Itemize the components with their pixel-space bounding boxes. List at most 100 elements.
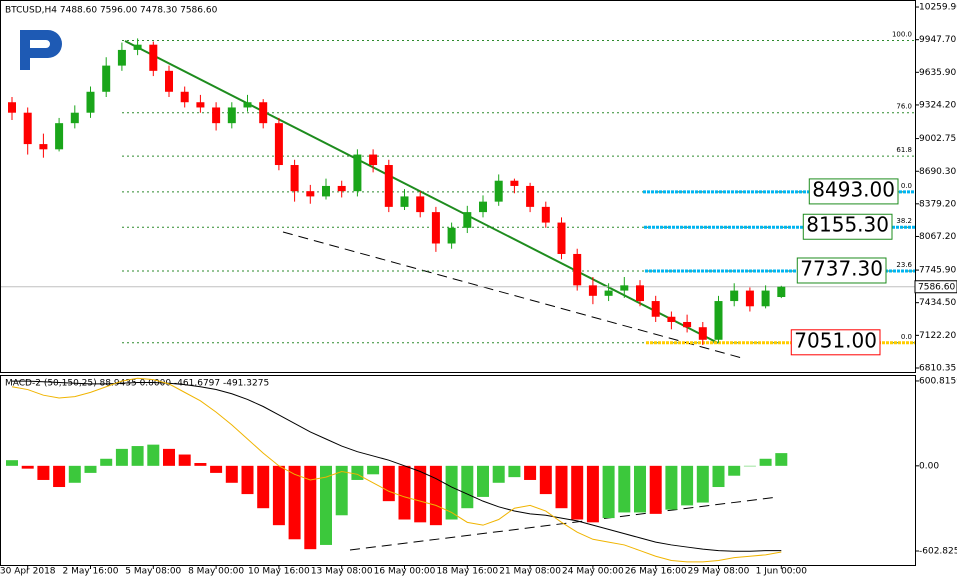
candle-body	[636, 285, 644, 302]
candle-body	[23, 112, 32, 145]
level-name: 23.6	[896, 261, 912, 269]
level-name: 0.0	[901, 333, 912, 341]
x-tick-label: 5 May 08:00	[125, 567, 181, 577]
histogram-bar	[429, 465, 442, 526]
candle-body	[620, 285, 629, 291]
histogram-bar	[351, 465, 364, 480]
candle-body	[306, 191, 315, 197]
candle-body	[290, 165, 299, 192]
y-tick-label: 6810.35	[919, 363, 956, 373]
candle-body	[133, 44, 142, 50]
candle-body	[745, 290, 754, 307]
level-name: 100.0	[892, 30, 912, 38]
histogram-bar	[304, 465, 317, 550]
histogram-bar	[367, 465, 380, 475]
level-name: 38.2	[896, 217, 912, 225]
x-tick-label: 16 May 00:00	[374, 567, 436, 577]
candle-body	[683, 321, 692, 328]
y-tick-label: 7122.20	[919, 331, 956, 341]
level-label-box	[802, 213, 893, 240]
histogram-bar	[634, 465, 646, 513]
histogram-bar	[272, 465, 285, 526]
histogram-bar	[210, 465, 223, 473]
macd-panel	[0, 375, 916, 566]
histogram-bar	[759, 458, 772, 466]
histogram-bar	[21, 465, 34, 469]
candle-body	[651, 301, 660, 317]
price-panel	[0, 0, 916, 373]
histogram-bar	[178, 454, 191, 466]
y-tick-label: 8690.30	[919, 167, 956, 177]
histogram-bar	[398, 465, 411, 520]
histogram-bar	[257, 465, 270, 509]
candle-body	[196, 102, 205, 108]
logo-shape	[20, 30, 62, 70]
histogram-bar	[477, 465, 489, 497]
candle-body	[526, 185, 535, 207]
candle-body	[479, 201, 487, 213]
x-tick-label: 18 May 16:00	[436, 567, 498, 577]
y-tick-label: 9947.70	[919, 35, 956, 45]
histogram-bar	[728, 465, 741, 476]
y-tick-label: 9635.90	[919, 68, 956, 78]
macd-line	[11, 377, 782, 563]
histogram-bar	[649, 465, 662, 514]
logo	[20, 30, 62, 70]
level-label: 7051.00	[794, 328, 877, 352]
candle-body	[243, 102, 252, 108]
candle-body	[604, 290, 613, 296]
candle-body	[70, 112, 79, 124]
level-label-box	[808, 178, 899, 205]
candle-body	[588, 285, 597, 296]
histogram-bar	[571, 465, 584, 520]
histogram-bar	[743, 465, 756, 467]
candle-body	[431, 212, 440, 244]
candle-body	[149, 44, 158, 71]
candle-body	[86, 91, 95, 113]
level-label: 8493.00	[812, 177, 895, 201]
candle-body	[55, 123, 64, 150]
level-box: 8155.30	[802, 213, 893, 240]
candle-body	[274, 123, 283, 166]
histogram-bar	[492, 465, 505, 483]
candle-body	[322, 185, 330, 197]
x-tick-label: 24 May 00:00	[562, 567, 624, 577]
histogram-bar	[335, 465, 348, 516]
level-box: 7737.30	[796, 256, 887, 284]
candle-body	[494, 180, 503, 202]
candle-body	[165, 70, 173, 92]
histogram-bar	[539, 465, 552, 495]
x-tick-label: 26 May 16:00	[625, 567, 687, 577]
histogram-bar	[84, 465, 97, 473]
y-tick-label: 10259.90	[919, 3, 957, 13]
y-tick-label: -602.8253	[919, 546, 957, 556]
candle-body	[557, 222, 566, 254]
candle-body	[117, 49, 126, 66]
candle-body	[698, 327, 707, 340]
histogram-bar	[100, 458, 113, 466]
x-tick-label: 2 May 16:00	[63, 567, 119, 577]
histogram-bar	[602, 465, 615, 519]
histogram-bar	[555, 465, 568, 509]
histogram-bar	[6, 460, 18, 466]
histogram-bar	[445, 465, 458, 520]
x-tick-label: 1 Jun 00:00	[756, 567, 808, 577]
candle-body	[667, 316, 676, 322]
histogram-bar	[194, 463, 207, 466]
candle-body	[337, 185, 346, 192]
y-tick-label: 7434.50	[919, 298, 956, 308]
candle-body	[353, 154, 362, 192]
candle-body	[777, 286, 786, 298]
histogram-bar	[225, 465, 238, 483]
candle-body	[259, 102, 268, 124]
histogram-bar	[681, 465, 694, 506]
histogram-bar	[53, 465, 66, 488]
y-tick-label: 9324.20	[919, 100, 956, 110]
y-tick-label: 600.8159	[919, 376, 957, 386]
level-box: 7051.00	[790, 328, 881, 356]
histogram-bar	[68, 465, 81, 483]
histogram-bar	[461, 465, 474, 509]
histogram-bar	[696, 465, 709, 503]
trend-line	[124, 40, 719, 344]
candle-body	[102, 65, 111, 92]
